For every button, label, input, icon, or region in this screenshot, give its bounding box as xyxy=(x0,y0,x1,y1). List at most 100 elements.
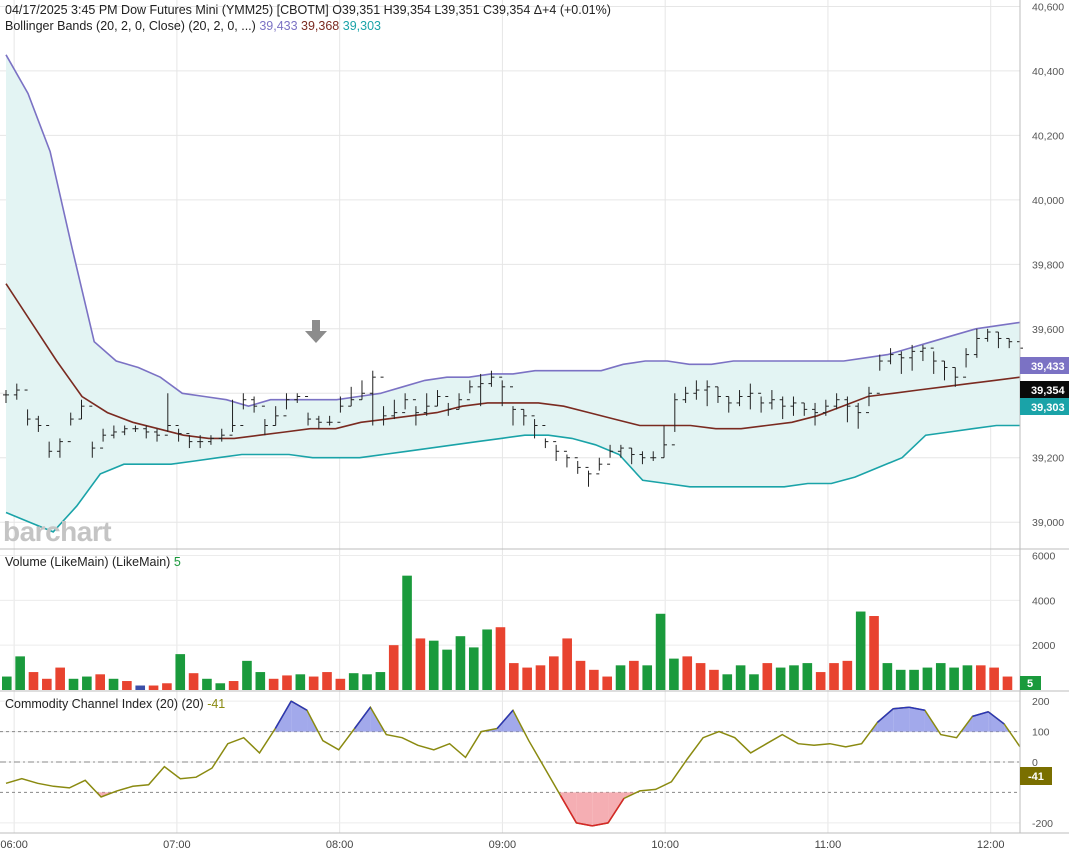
bollinger-lower-value: 39,303 xyxy=(342,19,381,33)
ohlc-bar xyxy=(865,386,872,414)
volume-bar xyxy=(935,663,946,690)
cci-high-segment xyxy=(972,711,989,718)
cci-high-fill xyxy=(909,707,925,732)
cci-low-fill xyxy=(592,792,609,826)
ohlc-bar xyxy=(855,402,862,429)
volume-bar xyxy=(135,685,146,690)
ohlc-bar xyxy=(693,380,700,400)
ohlc-bar xyxy=(833,393,840,410)
price-tick-label: 40,200 xyxy=(1032,130,1064,142)
volume-bar xyxy=(669,658,679,690)
volume-legend: Volume (LikeMain) (LikeMain) 5 xyxy=(5,555,181,569)
cci-high-segment xyxy=(987,711,1005,725)
cci-low-segment xyxy=(559,795,578,824)
volume-bar xyxy=(882,663,893,690)
ohlc-bar xyxy=(348,386,355,407)
volume-bar xyxy=(108,678,119,690)
price-tick-label: 39,800 xyxy=(1032,259,1064,271)
ohlc-bar xyxy=(89,405,96,458)
ohlc-bar xyxy=(585,466,592,487)
last-price-badge-text: 39,354 xyxy=(1031,385,1066,397)
volume-bar xyxy=(255,672,266,690)
ohlc-bar xyxy=(218,428,225,442)
volume-bar xyxy=(175,654,186,690)
volume-bar xyxy=(975,665,986,690)
volume-bar xyxy=(949,667,959,690)
cci-high-segment xyxy=(290,700,308,711)
x-tick-label: 07:00 xyxy=(163,839,191,851)
ohlc-bar xyxy=(164,393,171,436)
x-tick-label: 06:00 xyxy=(0,839,28,851)
ohlc-bar xyxy=(369,370,376,426)
volume-bar xyxy=(922,667,933,690)
ohlc-bar xyxy=(650,451,657,461)
cci-high-fill xyxy=(972,711,989,732)
cci-low-fill xyxy=(576,792,593,826)
ohlc-bar xyxy=(510,386,516,426)
ohlc-bar xyxy=(747,383,754,410)
price-bars xyxy=(3,328,1023,487)
ohlc-bar xyxy=(445,395,452,416)
ohlc-bar xyxy=(768,390,775,410)
bollinger-bands xyxy=(5,54,1021,533)
cci-badge-text: -41 xyxy=(1028,771,1044,783)
ohlc-bar xyxy=(499,376,506,407)
ohlc-bar xyxy=(412,399,419,426)
ohlc-bar xyxy=(909,344,916,371)
ohlc-bar xyxy=(13,383,20,400)
volume-bar xyxy=(95,674,106,690)
bollinger-upper-value: 39,433 xyxy=(259,19,298,33)
cci-legend: Commodity Channel Index (20) (20) -41 xyxy=(5,697,225,711)
cci-high-fill xyxy=(893,707,910,732)
ohlc-bar xyxy=(779,396,786,420)
volume-bar xyxy=(575,660,586,690)
ohlc-bar xyxy=(952,366,959,387)
cci-tick-label: 200 xyxy=(1032,696,1050,708)
cci-line xyxy=(5,700,1021,827)
ohlc-bar xyxy=(466,380,473,401)
cci-high-segment xyxy=(876,708,894,724)
volume-bar xyxy=(522,667,532,690)
ohlc-bar xyxy=(963,348,970,378)
volume-bar xyxy=(775,667,786,690)
upper-band-badge-text: 39,433 xyxy=(1031,361,1065,373)
volume-bar xyxy=(202,678,212,690)
volume-bar xyxy=(789,665,799,690)
ohlc-bar xyxy=(531,415,538,439)
ohlc-bar xyxy=(822,399,829,416)
price-tick-label: 40,000 xyxy=(1032,195,1064,207)
price-tick-label: 39,600 xyxy=(1032,324,1064,336)
cci-high-segment xyxy=(908,706,926,711)
price-tick-label: 40,400 xyxy=(1032,66,1064,78)
volume-badge xyxy=(1020,676,1041,690)
volume-bar xyxy=(68,678,79,690)
ohlc-bar xyxy=(3,390,9,403)
lower-band-badge-text: 39,303 xyxy=(1031,402,1065,414)
ohlc-bar xyxy=(790,396,797,416)
volume-tick-label: 2000 xyxy=(1032,640,1056,652)
volume-tick-label: 6000 xyxy=(1032,550,1056,562)
ohlc-bar xyxy=(35,415,42,432)
quote-header-text: 04/17/2025 3:45 PM Dow Futures Mini (YMM… xyxy=(5,3,611,17)
volume-bar xyxy=(362,674,372,690)
ohlc-bar xyxy=(358,380,365,401)
ohlc-bar xyxy=(736,390,743,407)
price-badges: 39,433 39,354 39,303 5 -41 xyxy=(1020,357,1069,785)
ohlc-bar xyxy=(315,415,322,429)
ohlc-bar xyxy=(1006,337,1013,349)
ohlc-bar xyxy=(563,450,570,468)
last-price-badge xyxy=(1020,381,1069,398)
volume-bar xyxy=(1002,676,1013,690)
price-tick-label: 40,600 xyxy=(1032,1,1064,13)
ohlc-bar xyxy=(607,444,614,465)
volume-bar xyxy=(842,660,853,690)
volume-bar xyxy=(549,656,559,690)
ohlc-bar xyxy=(574,457,581,474)
volume-bar xyxy=(989,667,999,690)
ohlc-bar xyxy=(261,405,268,436)
volume-bar xyxy=(602,676,613,690)
ohlc-bar xyxy=(251,396,258,413)
cci-low-segment xyxy=(576,822,593,827)
volume-bar xyxy=(495,627,506,690)
